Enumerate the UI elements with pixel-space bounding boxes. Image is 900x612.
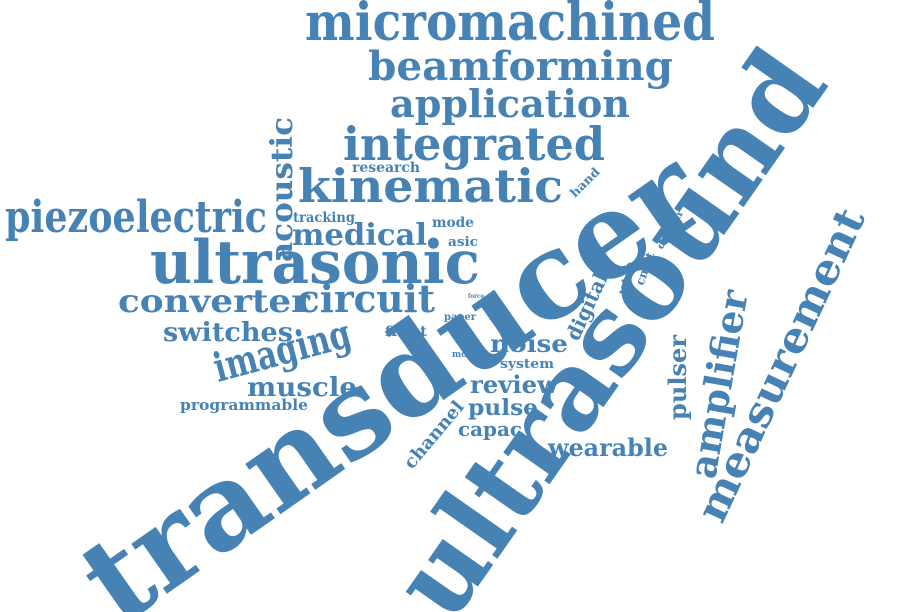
- word-switches: switches: [163, 318, 293, 348]
- word-review: review: [470, 370, 559, 399]
- word-system: system: [500, 357, 554, 372]
- word-muscle: muscle: [247, 373, 357, 403]
- word-acoustic: acoustic: [265, 117, 300, 262]
- word-kinematic: kinematic: [298, 159, 563, 213]
- word-asic: asic: [448, 235, 478, 250]
- word-force: force: [468, 293, 484, 300]
- word-piezoelectric: piezoelectric: [5, 192, 267, 243]
- word-micromachined: micromachined: [305, 0, 715, 53]
- word-capac: capac: [458, 417, 522, 441]
- word-application: application: [390, 81, 630, 126]
- word-circuit: circuit: [297, 276, 435, 321]
- word-pulser: pulser: [663, 335, 692, 420]
- word-ultrasonic: ultrasonic: [150, 228, 480, 298]
- word-paper: paper: [444, 312, 477, 323]
- word-itive: itive: [617, 260, 637, 296]
- word-tracking: tracking: [293, 210, 355, 226]
- word-module: module: [452, 350, 488, 360]
- word-wearable: wearable: [547, 433, 668, 462]
- word-beamforming: beamforming: [368, 43, 673, 90]
- word-research: research: [352, 160, 420, 176]
- word-noise: noise: [490, 329, 568, 358]
- word-medical: medical: [292, 218, 427, 253]
- word-mode: mode: [432, 215, 474, 231]
- word-pulse: pulse: [468, 395, 538, 421]
- word-programmable: programmable: [180, 396, 308, 414]
- word-integrated: integrated: [343, 117, 605, 171]
- word-converter: converter: [118, 282, 311, 320]
- word-front: front: [385, 324, 428, 340]
